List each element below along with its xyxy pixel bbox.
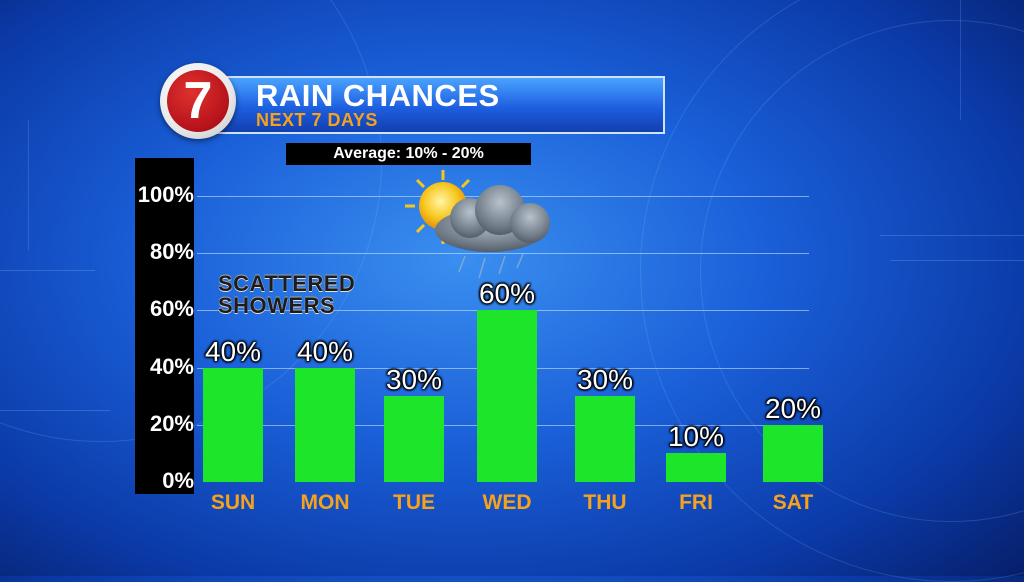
station-logo: 7 <box>160 63 236 139</box>
chart-subtitle: NEXT 7 DAYS <box>256 110 378 130</box>
y-tick-label: 20% <box>149 410 194 436</box>
y-tick-label: 100% <box>137 182 194 207</box>
y-tick-label: 40% <box>149 353 194 379</box>
average-label: Average: 10% - 20% <box>286 143 531 165</box>
x-tick-label: MON <box>300 491 350 514</box>
partly-cloudy-rain-icon <box>405 170 550 279</box>
x-tick-label: SAT <box>772 491 814 514</box>
chart-title: RAIN CHANCES <box>256 78 500 113</box>
x-tick-label: TUE <box>393 491 435 514</box>
bar-value-label: 40% <box>296 335 354 367</box>
gridline <box>197 196 809 197</box>
y-tick-label: 80% <box>149 239 194 265</box>
bar-value-label: 40% <box>204 335 262 367</box>
y-axis-panel <box>135 158 194 494</box>
x-tick-label: THU <box>583 491 627 514</box>
bar-sun <box>203 367 263 482</box>
title-banner: RAIN CHANCES NEXT 7 DAYS <box>198 76 665 134</box>
bar-value-label: 60% <box>478 278 536 310</box>
bar-sat <box>763 424 823 482</box>
logo-number: 7 <box>183 72 213 130</box>
scattered-showers-label: SCATTERED SHOWERS <box>218 273 355 317</box>
bar-value-label: 30% <box>576 364 634 396</box>
bar-wed <box>477 310 537 482</box>
bar-fri <box>666 453 726 482</box>
scattered-text: SCATTERED <box>218 271 356 296</box>
showers-text: SHOWERS <box>218 293 336 318</box>
bar-value-label: 30% <box>385 364 443 396</box>
y-tick-label: 0% <box>162 468 194 493</box>
x-tick-label: FRI <box>679 491 713 514</box>
bar-thu <box>575 396 635 482</box>
bar-mon <box>295 367 355 482</box>
y-tick-label: 60% <box>149 296 194 322</box>
bar-value-label: 20% <box>764 392 822 424</box>
x-tick-label: SUN <box>210 491 256 514</box>
bar-tue <box>384 396 444 482</box>
gridline <box>197 253 809 255</box>
x-tick-label: WED <box>482 491 532 514</box>
bar-value-label: 10% <box>667 421 725 453</box>
